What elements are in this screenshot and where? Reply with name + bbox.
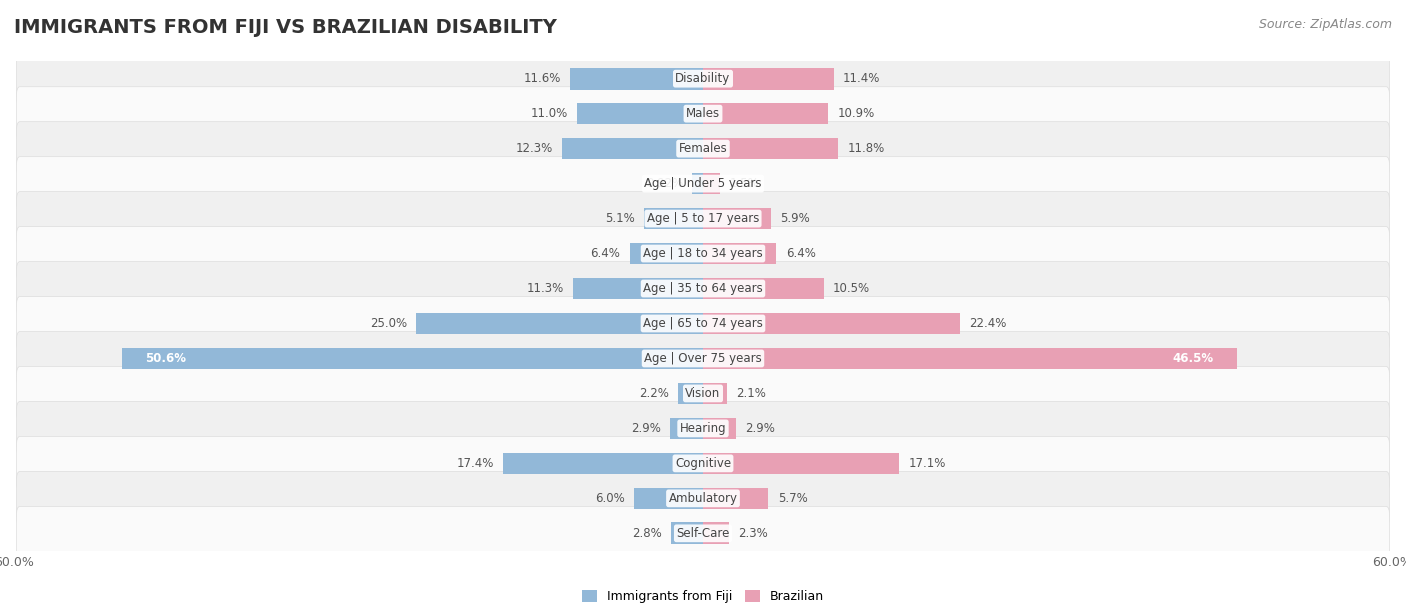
- Bar: [703, 207, 770, 230]
- Bar: [703, 523, 730, 544]
- Text: 12.3%: 12.3%: [516, 142, 553, 155]
- FancyBboxPatch shape: [17, 401, 1389, 455]
- Text: 2.3%: 2.3%: [738, 527, 768, 540]
- Bar: [703, 452, 900, 474]
- Text: Males: Males: [686, 107, 720, 120]
- Text: Hearing: Hearing: [679, 422, 727, 435]
- Text: 5.7%: 5.7%: [778, 492, 807, 505]
- Text: 6.0%: 6.0%: [595, 492, 624, 505]
- Text: 11.3%: 11.3%: [527, 282, 564, 295]
- Text: Self-Care: Self-Care: [676, 527, 730, 540]
- Bar: [703, 488, 769, 509]
- Bar: [703, 278, 824, 299]
- Text: 11.6%: 11.6%: [523, 72, 561, 85]
- FancyBboxPatch shape: [17, 52, 1389, 106]
- Bar: [703, 243, 776, 264]
- Bar: [703, 68, 834, 89]
- Text: 25.0%: 25.0%: [370, 317, 406, 330]
- Text: 0.92%: 0.92%: [645, 177, 683, 190]
- Bar: [634, 488, 703, 509]
- Bar: [569, 68, 703, 89]
- Bar: [703, 138, 838, 160]
- Text: Age | 5 to 17 years: Age | 5 to 17 years: [647, 212, 759, 225]
- Text: 2.8%: 2.8%: [631, 527, 662, 540]
- Legend: Immigrants from Fiji, Brazilian: Immigrants from Fiji, Brazilian: [576, 585, 830, 608]
- Text: 6.4%: 6.4%: [591, 247, 620, 260]
- Bar: [669, 417, 703, 439]
- Text: 46.5%: 46.5%: [1173, 352, 1213, 365]
- Bar: [671, 523, 703, 544]
- Bar: [703, 348, 1237, 369]
- Text: 10.5%: 10.5%: [832, 282, 870, 295]
- Text: Age | 65 to 74 years: Age | 65 to 74 years: [643, 317, 763, 330]
- Bar: [416, 313, 703, 334]
- FancyBboxPatch shape: [17, 122, 1389, 176]
- Bar: [574, 278, 703, 299]
- Bar: [562, 138, 703, 160]
- Text: 6.4%: 6.4%: [786, 247, 815, 260]
- Text: Age | Under 5 years: Age | Under 5 years: [644, 177, 762, 190]
- Text: Age | 35 to 64 years: Age | 35 to 64 years: [643, 282, 763, 295]
- FancyBboxPatch shape: [17, 506, 1389, 560]
- Text: Disability: Disability: [675, 72, 731, 85]
- Text: 17.1%: 17.1%: [908, 457, 946, 470]
- Text: Vision: Vision: [685, 387, 721, 400]
- Text: Females: Females: [679, 142, 727, 155]
- Bar: [703, 313, 960, 334]
- FancyBboxPatch shape: [17, 297, 1389, 351]
- Bar: [703, 103, 828, 124]
- Text: 11.4%: 11.4%: [844, 72, 880, 85]
- Text: IMMIGRANTS FROM FIJI VS BRAZILIAN DISABILITY: IMMIGRANTS FROM FIJI VS BRAZILIAN DISABI…: [14, 18, 557, 37]
- Text: 22.4%: 22.4%: [969, 317, 1007, 330]
- Text: 2.9%: 2.9%: [745, 422, 775, 435]
- Bar: [703, 173, 720, 195]
- FancyBboxPatch shape: [17, 192, 1389, 245]
- Bar: [630, 243, 703, 264]
- Text: Age | Over 75 years: Age | Over 75 years: [644, 352, 762, 365]
- Bar: [678, 382, 703, 405]
- Text: 2.9%: 2.9%: [631, 422, 661, 435]
- Text: 5.1%: 5.1%: [606, 212, 636, 225]
- Text: Cognitive: Cognitive: [675, 457, 731, 470]
- FancyBboxPatch shape: [17, 261, 1389, 315]
- Text: 10.9%: 10.9%: [838, 107, 875, 120]
- Text: 50.6%: 50.6%: [145, 352, 186, 365]
- Text: Ambulatory: Ambulatory: [668, 492, 738, 505]
- Text: 2.1%: 2.1%: [737, 387, 766, 400]
- FancyBboxPatch shape: [17, 471, 1389, 525]
- Bar: [703, 417, 737, 439]
- FancyBboxPatch shape: [17, 226, 1389, 280]
- Text: Source: ZipAtlas.com: Source: ZipAtlas.com: [1258, 18, 1392, 31]
- Text: 17.4%: 17.4%: [457, 457, 494, 470]
- FancyBboxPatch shape: [17, 367, 1389, 420]
- Text: Age | 18 to 34 years: Age | 18 to 34 years: [643, 247, 763, 260]
- Bar: [692, 173, 703, 195]
- Text: 11.8%: 11.8%: [848, 142, 884, 155]
- Bar: [122, 348, 703, 369]
- Text: 1.5%: 1.5%: [730, 177, 759, 190]
- FancyBboxPatch shape: [17, 157, 1389, 211]
- Text: 11.0%: 11.0%: [530, 107, 568, 120]
- Bar: [503, 452, 703, 474]
- FancyBboxPatch shape: [17, 87, 1389, 141]
- Bar: [644, 207, 703, 230]
- FancyBboxPatch shape: [17, 436, 1389, 490]
- Bar: [576, 103, 703, 124]
- Text: 5.9%: 5.9%: [780, 212, 810, 225]
- FancyBboxPatch shape: [17, 332, 1389, 386]
- Text: 2.2%: 2.2%: [638, 387, 669, 400]
- Bar: [703, 382, 727, 405]
